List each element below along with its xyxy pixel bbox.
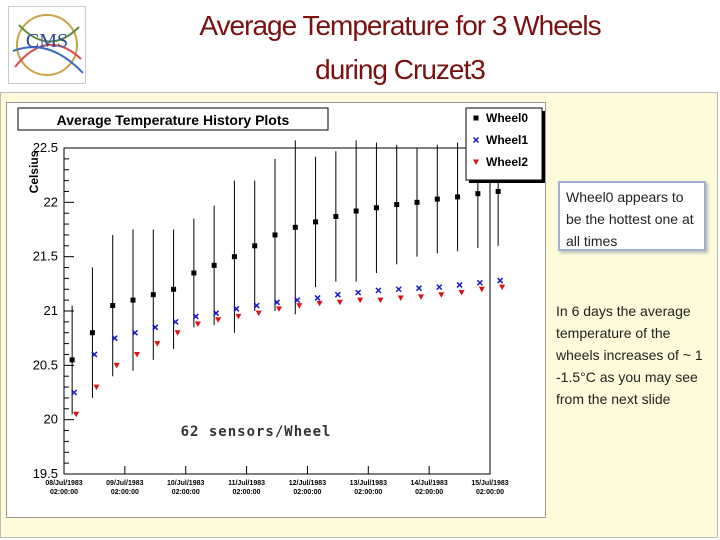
callout-text: Wheel0 appears to be the hottest one at … [566,189,694,249]
marker-square [475,191,480,196]
slide-title: Average Temperature for 3 Wheels during … [100,4,700,92]
marker-triangle [276,306,282,312]
x-tick-label-time: 02:00:00 [233,489,261,496]
y-tick-label: 21.5 [33,249,58,264]
marker-square [151,292,156,297]
marker-triangle [337,300,343,306]
side-note: In 6 days the average temperature of the… [556,300,708,410]
marker-triangle [134,352,140,358]
legend-label: Wheel0 [486,111,528,125]
marker-x [356,290,361,295]
x-tick-label: 08/Jul/1983 [45,480,82,487]
marker-x [376,288,381,293]
marker-triangle [418,294,424,300]
marker-square [90,330,95,335]
logo-text: CMS [26,30,68,52]
callout-box: Wheel0 appears to be the hottest one at … [558,181,706,251]
marker-x [477,280,482,285]
legend-shadow [469,180,545,183]
x-tick-label-time: 02:00:00 [293,489,321,496]
marker-triangle [175,330,181,336]
x-tick-label: 11/Jul/1983 [228,480,265,487]
marker-square [474,116,479,121]
marker-triangle [256,311,262,317]
marker-triangle [459,290,465,296]
x-tick-label-time: 02:00:00 [354,489,382,496]
x-tick-label-time: 02:00:00 [111,489,139,496]
marker-square [131,298,136,303]
marker-triangle [479,287,485,293]
marker-square [435,197,440,202]
x-tick-label-time: 02:00:00 [415,489,443,496]
slide-title-line-2: during Cruzet3 [100,48,700,92]
x-tick-label: 09/Jul/1983 [106,480,143,487]
y-tick-label: 22 [44,194,58,209]
legend-label: Wheel1 [486,133,528,147]
x-tick-label-time: 02:00:00 [172,489,200,496]
temperature-chart: 19.5 20 20.5 21 21.5 22 22.5 08/Jul/1983 02:00:0… [6,102,546,518]
marker-triangle [377,298,383,304]
y-tick-label: 20 [44,412,58,427]
marker-x [457,282,462,287]
marker-x [335,292,340,297]
x-tick-label: 13/Jul/1983 [350,480,387,487]
side-note-text: In 6 days the average temperature of the… [556,303,703,407]
marker-square [191,270,196,275]
y-tick-label: 19.5 [33,466,58,481]
marker-triangle [235,314,241,320]
cms-logo-graphic: CMS [9,7,85,83]
marker-square [212,263,217,268]
marker-triangle [114,363,120,369]
marker-x [417,286,422,291]
marker-square [273,232,278,237]
marker-square [232,254,237,259]
marker-triangle [154,341,160,347]
marker-square [415,200,420,205]
x-tick-label: 14/Jul/1983 [410,480,447,487]
marker-square [374,205,379,210]
chart-title: Average Temperature History Plots [57,112,290,128]
legend-shadow-side [542,111,545,183]
marker-triangle [93,385,99,391]
marker-square [171,287,176,292]
marker-square [70,357,75,362]
marker-triangle [195,322,201,328]
marker-square [313,219,318,224]
marker-square [496,189,501,194]
x-tick-label: 12/Jul/1983 [289,480,326,487]
marker-square [110,303,115,308]
marker-triangle [215,317,221,323]
marker-x [498,278,503,283]
y-axis-title: Celsius [27,150,41,193]
marker-square [293,225,298,230]
y-tick-label: 20.5 [33,357,58,372]
marker-triangle [296,303,302,309]
marker-x [315,295,320,300]
x-tick-label-time: 02:00:00 [476,489,504,496]
marker-triangle [357,298,363,304]
marker-triangle [73,412,79,418]
marker-triangle [398,295,404,301]
y-tick-label: 21 [44,303,58,318]
marker-triangle [438,292,444,298]
x-tick-label-time: 02:00:00 [50,489,78,496]
legend-label: Wheel2 [486,155,528,169]
x-tick-label: 15/Jul/1983 [471,480,508,487]
marker-triangle [499,285,505,291]
marker-x [396,287,401,292]
marker-square [252,243,257,248]
marker-square [354,209,359,214]
marker-triangle [317,301,323,307]
marker-x [437,285,442,290]
marker-square [333,214,338,219]
cms-logo: CMS [8,6,86,84]
marker-square [394,202,399,207]
chart-annotation: 62 sensors/Wheel [181,424,332,440]
marker-square [455,194,460,199]
x-tick-label: 10/Jul/1983 [167,480,204,487]
slide-title-line-1: Average Temperature for 3 Wheels [100,4,700,48]
